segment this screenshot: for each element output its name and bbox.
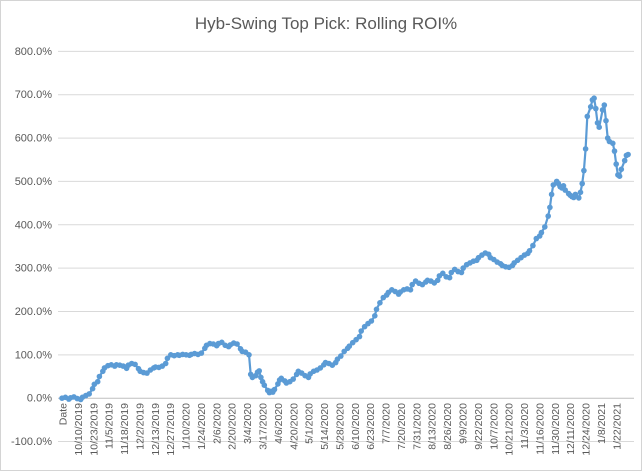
x-axis-label: 12/13/2019 [150, 403, 162, 456]
x-axis-label: 2/20/2020 [227, 403, 239, 450]
x-axis-label: 5/28/2020 [334, 403, 346, 450]
y-axis-label: 800.0% [15, 46, 53, 58]
x-axis-label: 11/16/2020 [534, 403, 546, 455]
x-axis-label: 2/6/2020 [211, 403, 223, 444]
x-axis-label: 12/2/2019 [134, 403, 146, 450]
y-axis-label: 400.0% [15, 219, 53, 231]
x-axis-label: 11/5/2019 [104, 403, 116, 449]
x-axis-label: 1/24/2020 [196, 403, 208, 450]
x-axis-labels-group: Date 10/10/2019 10/23/2019 11/5/2019 11/18/2… [58, 403, 624, 456]
y-axis-label: 500.0% [15, 176, 53, 188]
x-axis-label: 8/26/2020 [442, 403, 454, 450]
x-axis-label: 8/13/2020 [427, 403, 439, 450]
y-axis-labels-group: 800.0% 700.0% 600.0% 500.0% 400.0% 300.0% 200.… [11, 46, 52, 448]
x-axis-title-label: Date [58, 403, 70, 425]
x-axis-label: 11/18/2019 [119, 403, 131, 455]
series-group [59, 95, 631, 403]
x-axis-label: 10/23/2019 [88, 403, 100, 456]
x-axis-label: 12/11/2020 [565, 403, 577, 455]
y-axis-label: -100.0% [11, 436, 52, 448]
x-axis-label: 10/7/2020 [488, 403, 500, 450]
x-axis-label: 3/4/2020 [242, 403, 254, 444]
chart-title: Hyb-Swing Top Pick: Rolling ROI% [195, 14, 457, 33]
x-axis-label: 10/21/2020 [504, 403, 516, 456]
x-axis-label: 12/27/2019 [165, 403, 177, 456]
y-axis-label: 300.0% [15, 263, 53, 275]
x-axis-label: 7/20/2020 [396, 403, 408, 450]
y-axis-label: 100.0% [15, 349, 53, 361]
x-axis-label: 4/20/2020 [288, 403, 300, 450]
x-axis-label: 11/30/2020 [550, 403, 562, 455]
x-axis-label: 1/10/2020 [181, 403, 193, 450]
x-axis-label: 1/8/2021 [596, 403, 608, 444]
y-axis-label: 200.0% [15, 306, 53, 318]
y-axis-label: 700.0% [15, 89, 53, 101]
x-axis-label: 4/6/2020 [273, 403, 285, 444]
x-axis-label: 9/9/2020 [458, 403, 470, 444]
x-axis-label: 12/24/2020 [581, 403, 593, 456]
series-markers [59, 95, 631, 403]
x-axis-label: 1/22/2021 [611, 403, 623, 450]
x-axis-label: 7/31/2020 [411, 403, 423, 450]
x-axis-label: 5/1/2020 [304, 403, 316, 444]
x-axis-label: 3/17/2020 [258, 403, 270, 450]
series-line [60, 97, 630, 401]
x-axis-label: 6/23/2020 [365, 403, 377, 450]
x-axis-label: 5/14/2020 [319, 403, 331, 450]
gridlines-group [58, 50, 634, 443]
y-axis-label: 600.0% [15, 133, 53, 145]
x-axis-label: 9/22/2020 [473, 403, 485, 450]
x-axis-label: 6/10/2020 [350, 403, 362, 450]
x-axis-label: 10/10/2019 [73, 403, 85, 456]
x-axis-label: 7/7/2020 [381, 403, 393, 444]
x-axis-label: 11/3/2020 [519, 403, 531, 449]
y-axis-label: 0.0% [27, 393, 52, 405]
